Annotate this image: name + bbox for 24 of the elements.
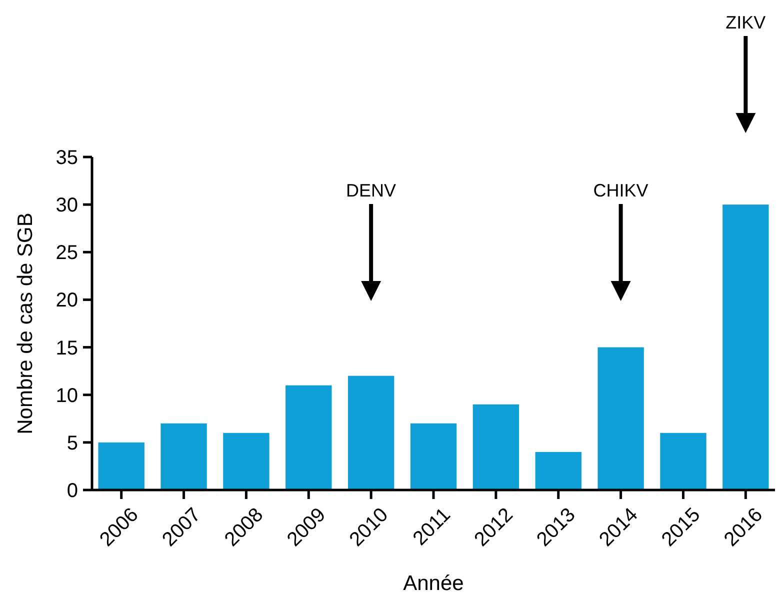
- y-axis-title: Nombre de cas de SGB: [14, 212, 37, 434]
- y-tick-label: 10: [56, 384, 78, 407]
- bar: [223, 432, 270, 490]
- annotation: CHIKV: [593, 180, 648, 200]
- y-tick-label: 20: [56, 290, 78, 312]
- x-axis-title: Année: [403, 572, 464, 595]
- y-tick-label: 35: [56, 147, 78, 169]
- bar: [98, 442, 144, 490]
- y-tick-label: 0: [66, 480, 78, 502]
- y-tick-label: 25: [56, 242, 78, 264]
- bar: [598, 347, 644, 490]
- bar: [722, 204, 769, 490]
- annotation: DENV: [346, 180, 396, 200]
- bar: [660, 432, 706, 490]
- y-tick-label: 30: [56, 194, 78, 217]
- bar: [535, 452, 582, 490]
- bar: [160, 423, 207, 490]
- bar: [348, 376, 394, 490]
- y-tick-label: 5: [66, 432, 78, 454]
- y-tick-label: 15: [56, 337, 78, 360]
- bar: [410, 423, 457, 490]
- bar: [472, 404, 520, 490]
- bar: [286, 385, 332, 490]
- text: ZIKV: [726, 12, 766, 32]
